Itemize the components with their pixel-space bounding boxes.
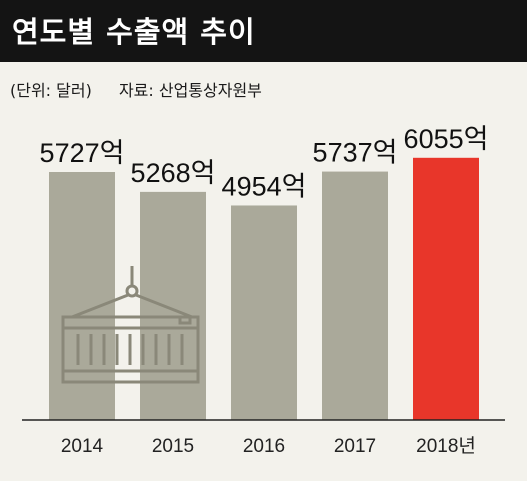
x-tick-label-3: 2017 [334, 436, 376, 457]
bars-group [49, 157, 479, 421]
value-label-0: 5727억 [40, 138, 125, 168]
bar-3 [322, 171, 388, 420]
x-tick-label-4: 2018년 [416, 435, 476, 457]
title-bar: 연도별 수출액 추이 [0, 0, 527, 62]
x-tick-label-0: 2014 [61, 436, 104, 457]
source-label: 자료: 산업통상자원부 [118, 81, 262, 100]
shipping-container-icon [61, 266, 200, 384]
chart-title: 연도별 수출액 추이 [12, 15, 256, 49]
bar-4 [413, 157, 479, 421]
bar-1 [140, 191, 206, 420]
value-label-3: 5737억 [313, 138, 398, 168]
unit-label: (단위: 달러) [10, 81, 92, 100]
bar-0 [49, 172, 115, 420]
value-label-2: 4954억 [222, 171, 307, 201]
value-label-1: 5268억 [131, 158, 216, 188]
bar-2 [231, 205, 297, 420]
x-tick-label-1: 2015 [152, 436, 194, 457]
value-label-4: 6055억 [404, 124, 489, 154]
chart-meta: (단위: 달러) 자료: 산업통상자원부 [10, 77, 262, 101]
labels-group: 5727억 2014 5268억 2015 4954억 2016 5737억 2017 6055… [40, 124, 489, 457]
x-tick-label-2: 2016 [243, 436, 285, 457]
